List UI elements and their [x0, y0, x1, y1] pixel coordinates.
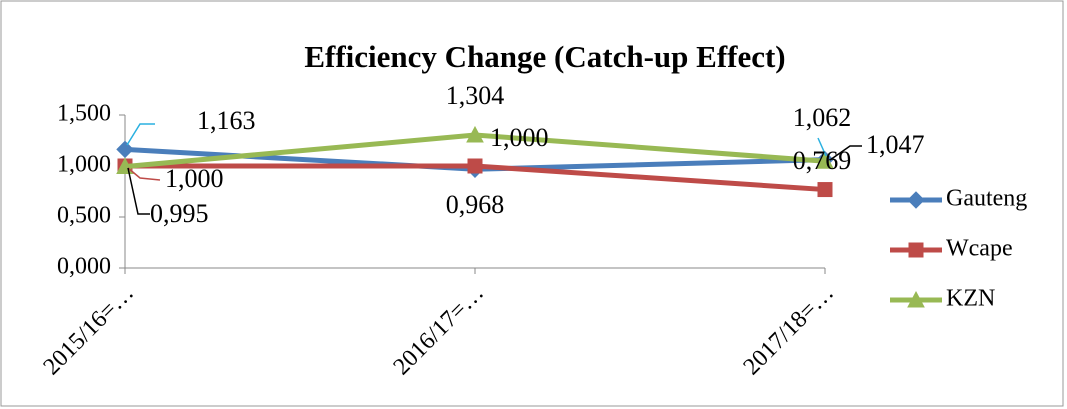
y-tick-label: 0,000: [57, 254, 111, 280]
series: [116, 125, 834, 175]
data-label: 0,769: [793, 146, 852, 175]
marker: [467, 158, 483, 174]
data-label: 1,000: [165, 164, 224, 193]
marker: [907, 191, 925, 209]
y-tick-label: 0,500: [57, 203, 111, 229]
data-label: 1,062: [793, 103, 852, 132]
leader-line: [127, 167, 150, 215]
leader-line: [126, 123, 155, 146]
legend-label: Gauteng: [946, 186, 1027, 212]
data-label: 1,304: [446, 81, 505, 110]
leader-line: [817, 137, 827, 157]
marker: [116, 140, 134, 159]
leader-line: [829, 145, 862, 161]
data-label: 1,163: [197, 106, 256, 135]
legend-item: Wcape: [890, 236, 1013, 262]
legend-label: Wcape: [946, 236, 1013, 262]
legend-item: Gauteng: [890, 186, 1027, 212]
data-label: 0,995: [150, 199, 209, 228]
marker: [816, 152, 834, 169]
marker: [817, 182, 833, 198]
data-label: 1,000: [490, 123, 549, 152]
marker: [466, 125, 484, 143]
chart-title: Efficiency Change (Catch-up Effect): [304, 39, 785, 74]
data-label: 0,968: [446, 190, 505, 219]
y-tick-label: 1,000: [57, 152, 111, 178]
legend-label: KZN: [946, 286, 995, 312]
y-tick-label: 1,500: [57, 101, 111, 127]
marker: [907, 290, 925, 308]
leader-line: [127, 167, 161, 181]
data-label: 1,047: [866, 130, 925, 159]
legend-item: KZN: [890, 286, 995, 312]
marker: [908, 242, 924, 258]
